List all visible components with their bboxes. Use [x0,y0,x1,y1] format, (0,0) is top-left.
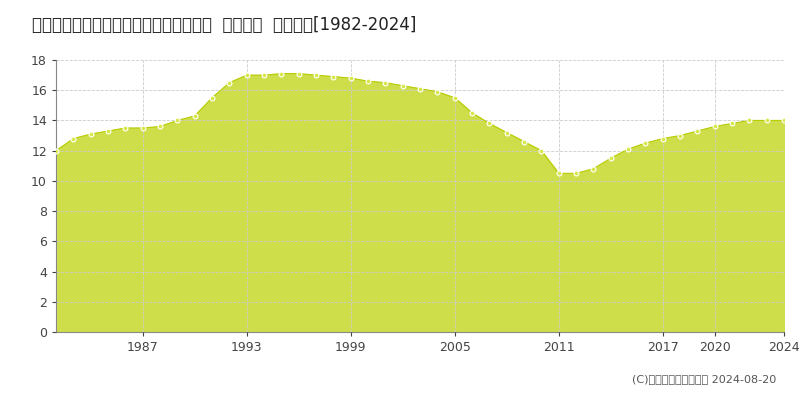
Text: 福島県いわき市常磐関船町堀田９番３外  地価公示  地価推移[1982-2024]: 福島県いわき市常磐関船町堀田９番３外 地価公示 地価推移[1982-2024] [32,16,416,34]
Text: (C)土地価格ドットコム 2024-08-20: (C)土地価格ドットコム 2024-08-20 [632,374,776,384]
